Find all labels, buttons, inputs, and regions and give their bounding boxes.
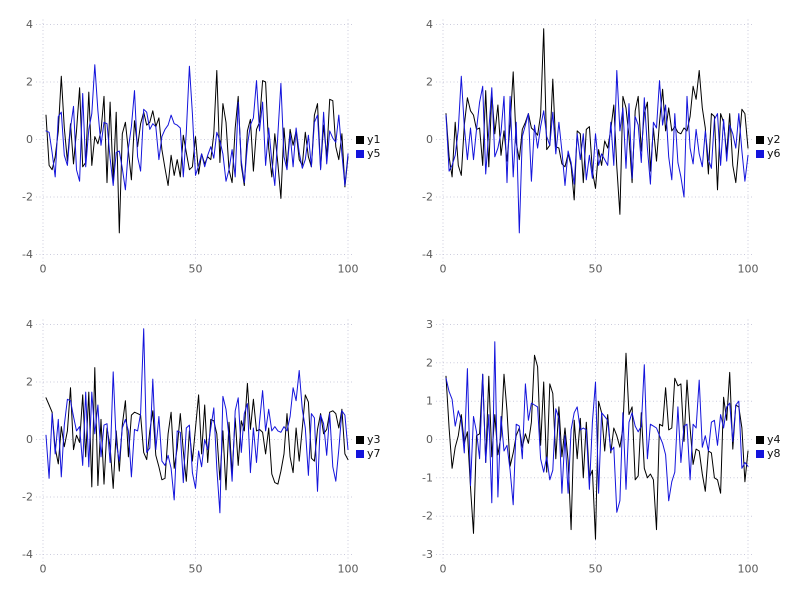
y-tick-label: -3 [422, 548, 433, 561]
subplot-bottom-right: -3 -2 -1 0 1 2 3 0 50 100 y4 y8 [400, 300, 800, 600]
legend-label-y1: y1 [367, 133, 381, 146]
legend-bottom-left: y3 y7 [356, 433, 381, 461]
legend-bottom-right: y4 y8 [756, 433, 781, 461]
legend-swatch-y8 [756, 450, 764, 458]
legend-item-y1: y1 [356, 133, 381, 147]
y-tick-label: 2 [26, 376, 33, 389]
legend-swatch-y5 [356, 150, 364, 158]
plot-canvas-top-left: -4 -2 0 2 4 0 50 100 [22, 18, 359, 276]
legend-label-y6: y6 [767, 147, 781, 160]
y-tick-label: -2 [22, 191, 33, 204]
plot-canvas-bottom-left: -4 -2 0 2 4 0 50 100 [22, 318, 359, 576]
x-tick-label: 50 [189, 263, 203, 276]
y-tick-label: -4 [422, 248, 433, 261]
y-tick-label: -2 [422, 510, 433, 523]
y-tick-label: 0 [26, 433, 33, 446]
legend-label-y2: y2 [767, 133, 781, 146]
series-line-y5 [45, 64, 349, 191]
legend-swatch-y2 [756, 136, 764, 144]
plot-canvas-top-right: -4 -2 0 2 4 0 50 100 [422, 18, 759, 276]
x-tick-label: 50 [589, 263, 603, 276]
legend-label-y5: y5 [367, 147, 381, 160]
y-tick-label: 1 [426, 395, 433, 408]
y-tick-label: 2 [426, 76, 433, 89]
y-tick-label: 2 [26, 76, 33, 89]
y-tick-label: -4 [22, 548, 33, 561]
y-tick-label: 0 [426, 433, 433, 446]
series-line-y3 [45, 367, 349, 491]
series-line-y2 [445, 28, 749, 215]
x-tick-label: 100 [738, 263, 759, 276]
legend-label-y8: y8 [767, 447, 781, 460]
y-tick-label: -4 [22, 248, 33, 261]
x-tick-label: 100 [738, 563, 759, 576]
x-tick-label: 100 [338, 563, 359, 576]
series-line-y7 [45, 328, 349, 514]
series-line-y1 [45, 70, 349, 234]
legend-item-y6: y6 [756, 147, 781, 161]
y-tick-label: 2 [426, 356, 433, 369]
legend-label-y7: y7 [367, 447, 381, 460]
legend-top-right: y2 y6 [756, 133, 781, 161]
legend-item-y5: y5 [356, 147, 381, 161]
legend-item-y8: y8 [756, 447, 781, 461]
x-tick-label: 0 [440, 263, 447, 276]
x-tick-label: 0 [40, 563, 47, 576]
series-line-y8 [445, 341, 749, 513]
y-tick-label: 4 [26, 18, 33, 31]
x-tick-label: 50 [189, 563, 203, 576]
legend-label-y3: y3 [367, 433, 381, 446]
legend-item-y4: y4 [756, 433, 781, 447]
legend-label-y4: y4 [767, 433, 781, 446]
legend-swatch-y1 [356, 136, 364, 144]
legend-swatch-y3 [356, 436, 364, 444]
legend-swatch-y6 [756, 150, 764, 158]
legend-swatch-y4 [756, 436, 764, 444]
y-tick-label: -1 [422, 471, 433, 484]
plot-canvas-bottom-right: -3 -2 -1 0 1 2 3 0 50 100 [422, 318, 759, 576]
subplot-top-left: -4 -2 0 2 4 0 50 100 y1 y5 [0, 0, 400, 300]
x-tick-label: 0 [440, 563, 447, 576]
series-line-y6 [445, 70, 749, 234]
legend-item-y7: y7 [356, 447, 381, 461]
y-tick-label: 0 [426, 133, 433, 146]
y-tick-label: -2 [22, 491, 33, 504]
x-tick-label: 0 [40, 263, 47, 276]
x-tick-label: 50 [589, 563, 603, 576]
subplot-bottom-left: -4 -2 0 2 4 0 50 100 y3 y7 [0, 300, 400, 600]
y-tick-label: 3 [426, 318, 433, 331]
legend-item-y3: y3 [356, 433, 381, 447]
x-tick-label: 100 [338, 263, 359, 276]
subplot-top-right: -4 -2 0 2 4 0 50 100 y2 y6 [400, 0, 800, 300]
legend-item-y2: y2 [756, 133, 781, 147]
legend-swatch-y7 [356, 450, 364, 458]
y-tick-label: 0 [26, 133, 33, 146]
y-tick-label: 4 [26, 318, 33, 331]
y-tick-label: -2 [422, 191, 433, 204]
legend-top-left: y1 y5 [356, 133, 381, 161]
y-tick-label: 4 [426, 18, 433, 31]
